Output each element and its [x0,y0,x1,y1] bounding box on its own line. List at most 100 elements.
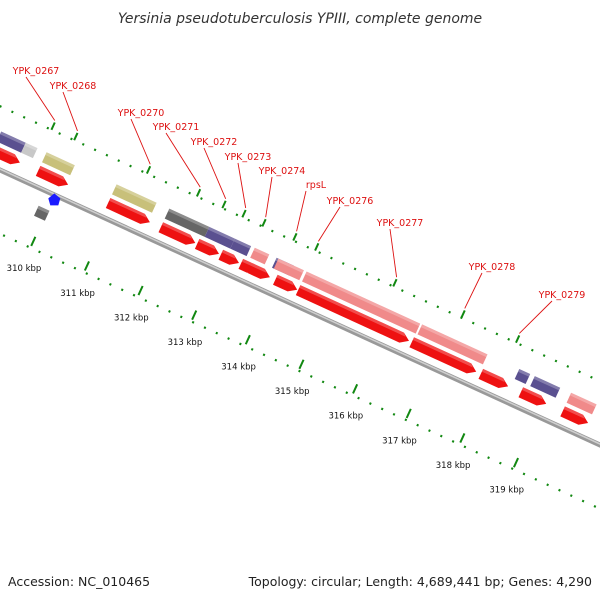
gene-tick [241,209,247,218]
gene-callout: YPK_0273 [224,152,271,218]
gene-tick [392,278,398,287]
gray-feature [164,208,210,237]
gc-ring-inner-dot [286,364,290,368]
gene-label: YPK_0274 [258,166,306,177]
gc-ring-inner-dot [345,391,349,395]
gc-ring-inner-dot [144,299,148,303]
gc-ring-inner-dot [534,477,538,481]
gene-label: YPK_0270 [117,108,165,119]
gc-ring-inner-dot [593,505,597,508]
pink-feature [250,247,270,265]
leader-line [265,176,273,218]
gene-label: YPK_0276 [326,196,374,207]
gc-ring-inner-dot [191,320,195,324]
gene-callout: YPK_0278 [460,262,515,319]
pink-feature [302,271,421,334]
leader-line [518,300,553,334]
gc-ring-inner-dot [227,337,230,340]
gc-ring-inner-dot [2,234,6,238]
gc-ring-outer-dot [471,321,475,325]
gc-ring-outer-dot [223,207,227,211]
gc-ring-outer-dot [495,332,499,336]
gene-callout: YPK_0267 [12,66,60,131]
gc-ring-inner-dot [380,407,384,411]
gene-tick [50,122,56,131]
gc-ring-inner-dot [203,326,207,330]
slate-feature [514,369,531,384]
gc-ring-outer-dot [330,256,333,260]
gene-tick [261,218,267,227]
gc-ring-inner-dot [309,375,313,378]
genome-summary-text: Topology: circular; Length: 4,689,441 bp… [248,574,592,589]
gene-callout: YPK_0276 [314,196,374,252]
gc-ring-inner-dot [357,396,360,400]
gc-ring-inner-dot [274,358,278,362]
scale-tick [83,260,90,271]
gc-ring-inner-dot [298,369,301,373]
gc-content-dotted-rings [0,105,597,508]
gc-ring-outer-dot [519,343,522,347]
gc-ring-inner-dot [498,461,502,465]
backbone-line [0,167,600,448]
gc-ring-inner-dot [73,266,77,270]
gc-ring-inner-dot [179,315,183,319]
gene-label: YPK_0267 [12,66,60,77]
gc-ring-inner-dot [369,402,372,405]
gene-callout: YPK_0274 [258,166,306,227]
gc-ring-outer-dot [530,348,534,352]
gc-ring-inner-dot [49,255,53,259]
gc-ring-inner-dot [239,342,242,346]
gene-callout: YPK_0268 [49,81,96,141]
leader-line [130,118,151,165]
gene-callout: YPK_0270 [117,108,165,174]
gc-ring-outer-dot [34,121,38,125]
slate-feature [530,376,561,398]
gc-ring-outer-dot [365,272,369,276]
genome-backbone [0,167,600,448]
gene-callouts: YPK_0267 YPK_0268 YPK_0270 YPK_0271 YPK_0272… [12,66,585,344]
gc-ring-outer-dot [412,294,416,298]
scale-tick [30,236,37,247]
gc-ring-outer-dot [507,337,511,341]
gc-ring-inner-dot [475,450,479,454]
gc-ring-outer-dot [117,159,121,163]
gene-tick [221,200,227,209]
gc-ring-inner-dot [14,239,18,243]
cds-arrow [478,368,509,388]
gc-ring-inner-dot [109,282,112,286]
gene-label: YPK_0277 [376,218,424,229]
gc-ring-inner-dot [569,494,573,498]
accession-text: Accession: NC_010465 [8,574,150,589]
gc-ring-outer-dot [93,148,97,152]
gc-ring-inner-dot [439,434,443,438]
gene-tick [73,132,79,141]
cds-arrow [158,222,196,245]
gc-ring-outer-dot [46,126,50,130]
cds-arrow [518,387,547,406]
gc-ring-inner-dot [85,272,89,275]
gc-ring-inner-dot [156,304,160,308]
feature-tracks [0,131,597,425]
gc-ring-outer-dot [188,191,191,195]
gc-ring-inner-dot [392,412,396,416]
gene-callout: YPK_0279 [515,290,585,344]
cds-arrow [194,238,219,256]
gc-ring-inner-dot [451,440,455,443]
cds-arrow [0,147,20,165]
leader-line [62,91,78,132]
gc-ring-outer-dot [105,153,109,157]
gc-ring-inner-dot [510,467,514,470]
gc-ring-outer-dot [294,240,298,244]
cds-arrow [105,198,150,224]
gene-callout: rpsL [292,180,327,242]
gc-ring-inner-dot [546,483,550,487]
gc-ring-outer-dot [377,278,381,282]
gc-ring-inner-dot [463,445,467,449]
gene-tick [515,334,521,344]
gc-ring-inner-dot [250,347,254,351]
scale-tick-label: 314 kbp [221,363,256,373]
scale-tick-label: 318 kbp [436,461,471,471]
gc-ring-outer-dot [152,175,156,179]
gc-ring-inner-dot [215,331,219,335]
